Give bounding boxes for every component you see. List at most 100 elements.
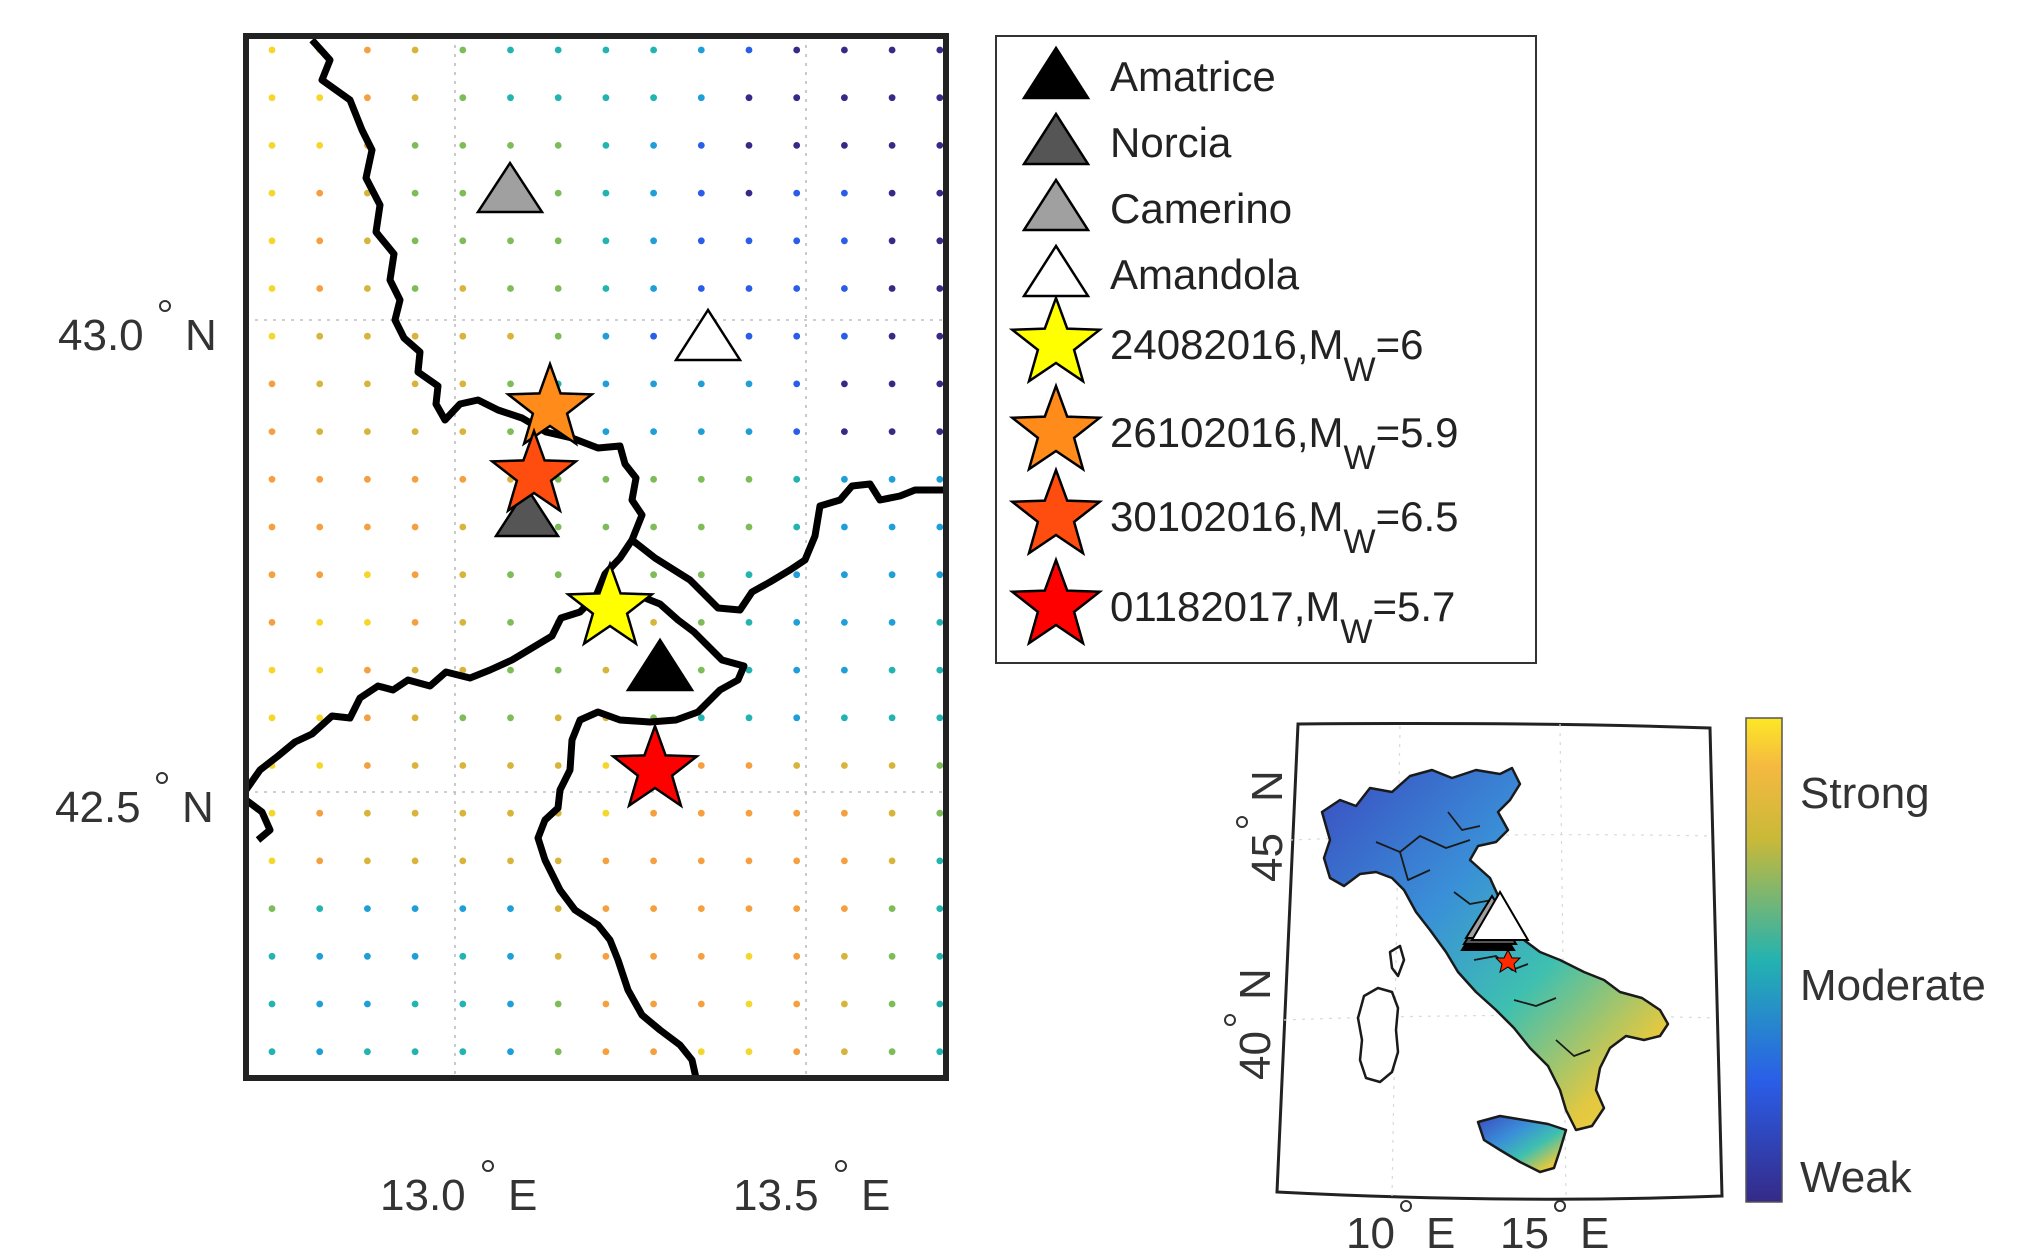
grid-dot	[316, 189, 324, 197]
grid-dot	[745, 237, 753, 245]
grid-dot	[364, 380, 371, 388]
legend-item: 30102016,MW=6.5	[1008, 466, 1459, 561]
grid-dot	[841, 666, 848, 674]
colorbar-label-weak: Weak	[1800, 1153, 1913, 1202]
earthquake-star-marker	[488, 427, 580, 514]
grid-dot	[745, 523, 753, 531]
grid-dot	[364, 1000, 371, 1008]
grid-dot	[602, 475, 610, 483]
lat-label-42-5: 42.5 N	[55, 772, 214, 832]
grid-dot	[745, 46, 753, 54]
legend: Amatrice Norcia Camerino Amandola 24082016,M…	[995, 35, 1537, 664]
grid-dot	[507, 142, 514, 149]
grid-dot	[888, 94, 896, 102]
grid-dot	[650, 1096, 657, 1103]
grid-dot	[411, 1048, 419, 1056]
grid-dot	[793, 380, 801, 388]
grid-dot	[745, 952, 753, 960]
grid-dot	[841, 142, 848, 149]
lon-label-13-5-value: 13.5	[733, 1171, 819, 1220]
graticule	[246, 36, 946, 1078]
grid-dot	[841, 571, 848, 579]
grid-dot	[793, 571, 801, 579]
grid-dot	[841, 475, 848, 483]
grid-dot	[697, 571, 705, 579]
grid-dot	[841, 94, 848, 102]
grid-dot	[316, 428, 324, 435]
grid-dot	[602, 952, 610, 960]
border-line-sw	[246, 797, 274, 843]
legend-label: 30102016,MW=6.5	[1110, 493, 1459, 561]
inset-lat-labels: 45 N 40 N	[1224, 770, 1292, 1080]
grid-dot	[650, 809, 657, 817]
grid-dot	[268, 94, 276, 102]
grid-dot	[841, 428, 848, 435]
grid-dot	[554, 94, 562, 102]
inset-lon-label-15-value: 15	[1500, 1209, 1549, 1258]
grid-dot	[602, 189, 610, 197]
grid-dot	[746, 1096, 753, 1103]
grid-dot	[411, 46, 419, 54]
grid-dot	[697, 809, 705, 817]
grid-dot	[936, 714, 944, 722]
grid-dot	[507, 332, 514, 340]
grid-dot	[936, 905, 944, 912]
grid-dot	[745, 332, 753, 340]
grid-dot	[316, 142, 324, 149]
grid-dot	[268, 666, 276, 674]
grid-dot	[364, 285, 371, 292]
grid-dot	[411, 428, 419, 435]
grid-dot	[697, 619, 705, 626]
colorbar: Strong Moderate Weak	[1745, 717, 1986, 1203]
grid-dot	[459, 762, 467, 769]
grid-dot	[507, 619, 514, 626]
grid-dot	[888, 332, 896, 340]
grid-dot	[364, 666, 371, 674]
grid-dot	[364, 94, 371, 102]
grid-dot	[459, 1000, 467, 1008]
grid-dot	[793, 142, 801, 149]
grid-dot	[697, 857, 705, 865]
grid-dot	[316, 619, 324, 626]
grid-dot	[507, 94, 514, 102]
grid-dot	[745, 285, 753, 292]
grid-dot	[364, 762, 371, 769]
region-borders	[246, 37, 946, 1078]
grid-dot	[841, 189, 848, 197]
grid-dot	[841, 1048, 848, 1056]
grid-dot	[411, 142, 419, 149]
grid-dot	[745, 380, 753, 388]
grid-dot	[554, 237, 562, 245]
grid-dot	[602, 380, 610, 388]
grid-dot	[459, 428, 467, 435]
grid-dot	[268, 142, 276, 149]
grid-dot	[268, 1048, 276, 1056]
grid-dot	[411, 94, 419, 102]
inset-lat-label-40-value: 40	[1231, 1031, 1280, 1080]
grid-dot	[793, 428, 801, 435]
grid-dot	[602, 428, 610, 435]
grid-dot	[459, 809, 467, 817]
grid-dot	[936, 619, 944, 626]
grid-dot	[507, 428, 514, 435]
grid-dot	[793, 857, 801, 865]
grid-dot	[554, 1048, 562, 1056]
grid-dot	[316, 1048, 324, 1056]
grid-dot	[602, 666, 610, 674]
grid-dot	[459, 1096, 466, 1103]
grid-dot	[888, 571, 896, 579]
grid-dot	[697, 428, 705, 435]
grid-dot	[459, 523, 467, 531]
grid-dot	[268, 46, 276, 54]
grid-dot	[793, 762, 801, 769]
grid-dot	[316, 857, 324, 865]
grid-dot	[459, 475, 467, 483]
grid-dot	[888, 142, 896, 149]
inset-event-star-marker	[1494, 948, 1522, 974]
grid-dot	[459, 714, 467, 722]
grid-dot	[268, 523, 276, 531]
grid-dot	[888, 809, 896, 817]
grid-dot	[554, 142, 562, 149]
grid-dot	[650, 857, 657, 865]
inset-lat-label-40: 40 N	[1224, 968, 1280, 1080]
